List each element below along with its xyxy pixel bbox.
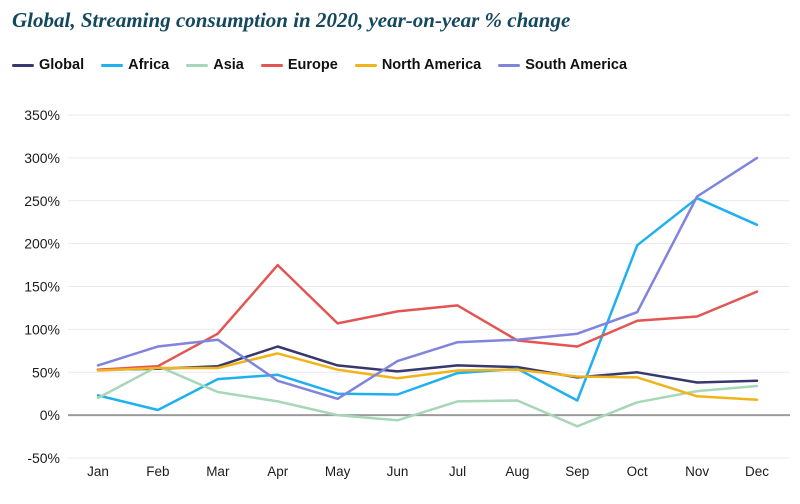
legend-item-europe: Europe <box>260 57 338 73</box>
series-line-africa <box>96 196 759 412</box>
x-tick-label-nov: Nov <box>685 464 709 479</box>
chart-legend: Global Africa Asia Europe North America South… <box>12 57 627 73</box>
x-tick-label-jun: Jun <box>387 464 409 479</box>
x-tick-label-sep: Sep <box>565 464 589 479</box>
legend-label-europe: Europe <box>287 57 338 73</box>
x-tick-label-dec: Dec <box>745 464 769 479</box>
x-tick-label-apr: Apr <box>267 464 289 479</box>
legend-item-north-america: North America <box>354 57 482 73</box>
x-tick-label-mar: Mar <box>206 464 230 479</box>
legend-label-south-america: South America <box>525 57 628 73</box>
legend-label-asia: Asia <box>213 57 244 73</box>
y-tick-label-0: 0% <box>40 407 60 423</box>
y-tick-label-50: 50% <box>32 364 60 380</box>
legend-label-africa: Africa <box>128 57 170 73</box>
series-line-asia <box>96 364 759 428</box>
chart-area: 350% 300% 250% 200% 150% 100% 50% 0% -50% Jan Feb M… <box>0 88 800 499</box>
legend-item-asia: Asia <box>186 57 244 73</box>
legend-item-south-america: South America <box>498 57 627 73</box>
x-tick-label-may: May <box>325 464 351 479</box>
series-line-europe <box>96 263 759 371</box>
y-tick-label--50: -50% <box>27 450 60 466</box>
x-tick-label-aug: Aug <box>505 464 529 479</box>
legend-item-africa: Africa <box>101 57 169 73</box>
legend-swatch-north-america <box>354 63 377 67</box>
chart-title: Global, Streaming consumption in 2020, y… <box>12 8 571 32</box>
legend-swatch-global <box>12 63 34 67</box>
x-tick-label-jan: Jan <box>87 464 109 479</box>
y-tick-label-300: 300% <box>24 150 60 166</box>
legend-label-global: Global <box>39 57 85 73</box>
y-tick-label-200: 200% <box>24 236 60 252</box>
y-tick-label-150: 150% <box>24 279 60 295</box>
x-tick-label-jul: Jul <box>449 464 466 479</box>
legend-swatch-south-america <box>498 63 521 67</box>
legend-label-north-america: North America <box>381 57 482 73</box>
legend-swatch-europe <box>260 63 283 67</box>
legend-item-global: Global <box>12 57 84 73</box>
series-line-south-america <box>96 156 759 401</box>
x-tick-label-oct: Oct <box>627 464 648 479</box>
series-line-north-america <box>96 352 759 401</box>
chart: 350% 300% 250% 200% 150% 100% 50% 0% -50% Jan Feb M… <box>24 107 790 479</box>
y-tick-label-100: 100% <box>24 321 60 337</box>
x-tick-label-feb: Feb <box>146 464 169 479</box>
legend-swatch-asia <box>186 63 209 67</box>
y-tick-label-350: 350% <box>24 107 60 123</box>
y-tick-label-250: 250% <box>24 193 60 209</box>
legend-swatch-africa <box>101 63 124 67</box>
series-line-global <box>96 345 759 384</box>
